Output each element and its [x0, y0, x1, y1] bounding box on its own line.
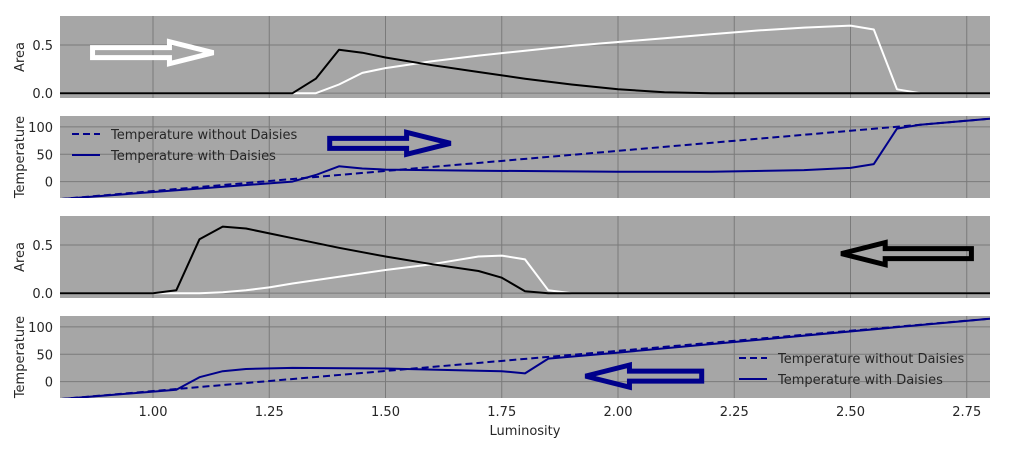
- y-tick-label: 0.5: [32, 239, 53, 254]
- legend-label: Temperature with Daisies: [777, 373, 943, 388]
- y-axis-label: Temperature: [13, 316, 28, 399]
- legend-label: Temperature without Daisies: [777, 352, 964, 367]
- y-tick-label: 0.0: [32, 87, 53, 102]
- direction-arrow: [584, 361, 705, 391]
- legend: Temperature without Daisies Temperature w…: [739, 352, 964, 388]
- series-line-1: [60, 24, 990, 95]
- y-tick-label: 0.5: [32, 39, 53, 54]
- y-tick-label: 0.0: [32, 287, 53, 302]
- series-line-2: [60, 48, 990, 95]
- series-line-1: [60, 254, 990, 295]
- series-line-2: [61, 317, 990, 398]
- legend-label: Temperature with Daisies: [110, 149, 276, 164]
- x-tick-label: 2.25: [720, 405, 749, 420]
- y-tick-label: 100: [28, 121, 53, 136]
- direction-arrow: [840, 239, 974, 268]
- series-line-1: [61, 117, 990, 198]
- y-tick-label: 50: [36, 348, 53, 363]
- legend: Temperature without Daisies Temperature w…: [72, 128, 297, 164]
- direction-arrow: [327, 129, 452, 158]
- series-line-2: [61, 117, 990, 198]
- plot-area: [60, 116, 990, 198]
- x-axis-label: Luminosity: [490, 424, 561, 439]
- series-line-2: [60, 225, 990, 295]
- legend-label: Temperature without Daisies: [110, 128, 297, 143]
- x-tick-label: 1.75: [487, 405, 516, 420]
- x-tick-label: 1.25: [255, 405, 284, 420]
- x-tick-label: 2.00: [604, 405, 633, 420]
- y-axis-label: Temperature: [13, 116, 28, 199]
- plot-area: [60, 16, 990, 98]
- y-tick-label: 100: [28, 321, 53, 336]
- panel-3: 0.0 0.5 Area: [13, 216, 990, 302]
- y-axis-label: Area: [13, 42, 28, 72]
- y-tick-label: 0: [45, 376, 53, 391]
- x-tick-label: 2.75: [952, 405, 981, 420]
- y-tick-label: 0: [45, 176, 53, 191]
- x-tick-label: 2.50: [836, 405, 865, 420]
- direction-arrow: [90, 38, 215, 67]
- x-tick-label: 1.00: [139, 405, 168, 420]
- panel-1: 0.0 0.5 Area: [13, 16, 990, 102]
- x-tick-label: 1.50: [371, 405, 400, 420]
- series-line-1: [61, 317, 990, 398]
- y-axis-label: Area: [13, 242, 28, 272]
- plot-area: [60, 316, 990, 398]
- y-tick-label: 50: [36, 148, 53, 163]
